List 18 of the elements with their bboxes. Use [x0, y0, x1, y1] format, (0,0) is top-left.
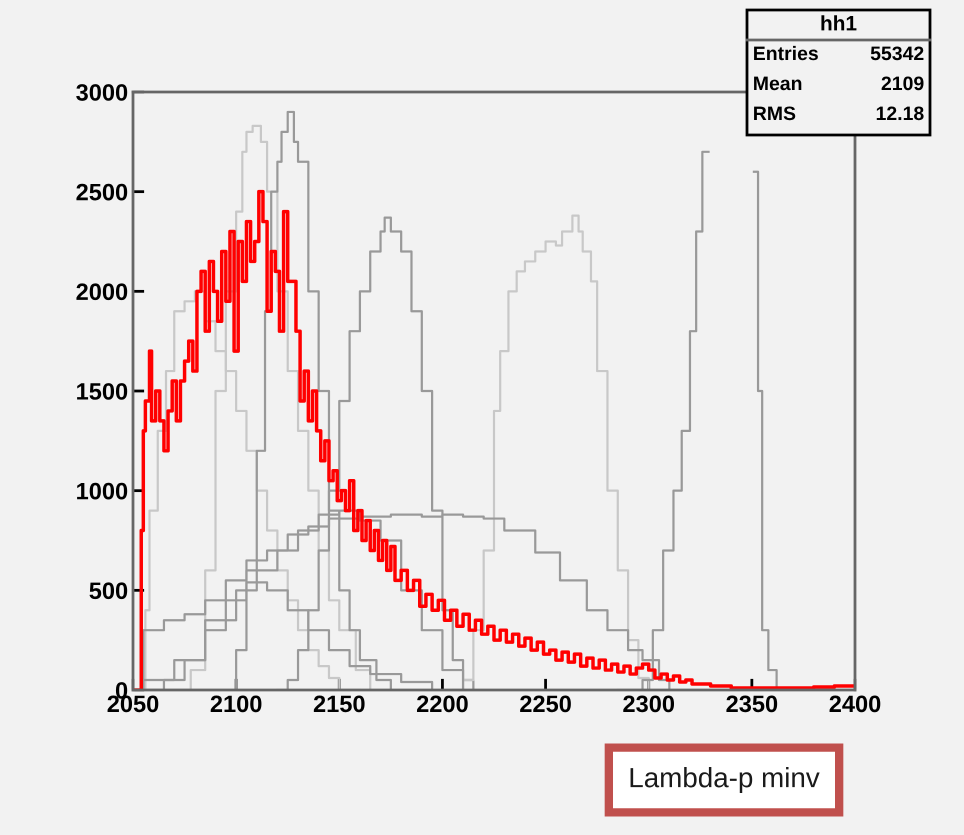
text: Lambda-p minv: [630, 767, 820, 793]
y-tick-label: 1500: [77, 383, 128, 400]
y-tick-label: 2000: [76, 283, 128, 300]
x-tick-label: 2400: [830, 695, 880, 712]
x-tick-label: 2350: [726, 695, 778, 712]
text: hh1: [821, 15, 856, 30]
y-tick-label: 500: [89, 582, 128, 600]
text: RMS 12.18: [754, 106, 924, 120]
x-tick-label: 2100: [210, 695, 262, 712]
x-tick-label: 2250: [520, 695, 571, 712]
text: Entries 55342: [754, 46, 924, 60]
y-tick-label: 2500: [76, 184, 128, 200]
x-tick-label: 2150: [314, 695, 365, 712]
x-tick-label: 2200: [416, 695, 468, 712]
x-tick-label: 2300: [623, 695, 674, 712]
text: Mean 2109: [754, 76, 924, 90]
y-tick-label: 3000: [76, 84, 128, 101]
y-tick-label: 1000: [77, 482, 128, 500]
